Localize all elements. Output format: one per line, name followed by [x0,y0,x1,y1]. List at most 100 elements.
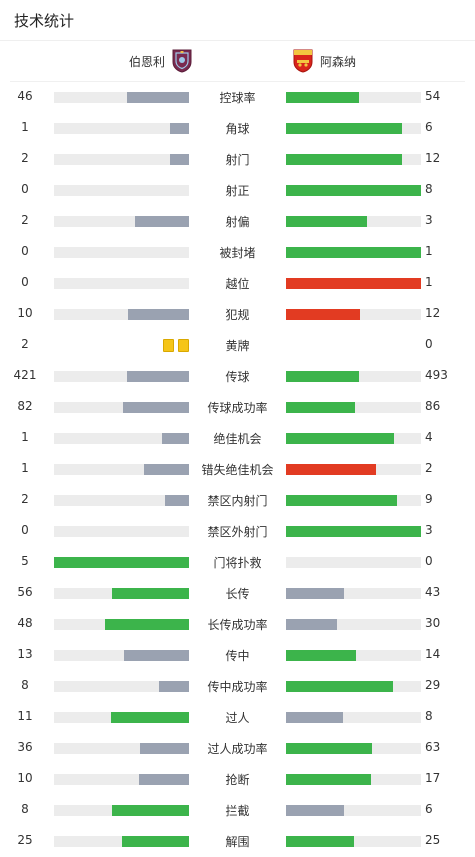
away-stat-bar-fill [286,805,345,816]
home-stat-value: 13 [17,647,33,661]
stat-label: 传中成功率 [207,680,268,694]
home-stat-value: 0 [21,244,29,258]
stat-label: 长传成功率 [207,618,268,632]
away-stat-value: 1 [425,275,433,289]
away-stat-bar-fill [286,402,355,413]
away-stat-value: 3 [425,213,433,227]
stat-label: 角球 [225,122,250,136]
away-stat-value: 54 [425,89,441,103]
stat-label: 门将扑救 [213,556,262,570]
home-stat-value: 25 [17,833,33,847]
yellow-card-icon [178,339,189,352]
home-stat-value: 8 [21,678,29,692]
home-stat-value: 48 [17,616,33,630]
home-stat-value: 2 [21,213,29,227]
stat-label: 过人成功率 [207,742,268,756]
home-stat-bar [54,92,189,103]
away-stat-value: 3 [425,523,433,537]
away-stat-bar-fill [286,495,397,506]
stat-row: 0 越位 1 [0,268,475,299]
stat-row: 10 犯规 12 [0,299,475,330]
away-stat-bar-fill [286,309,361,320]
stat-label: 长传 [225,587,250,601]
away-stat-bar [286,495,421,506]
stat-row: 11 过人 8 [0,702,475,733]
home-stat-value: 1 [21,120,29,134]
away-stat-bar [286,247,421,258]
away-stat-bar-fill [286,433,394,444]
away-stat-bar-fill [286,681,393,692]
stat-label: 射偏 [225,215,250,229]
away-stat-value: 30 [425,616,441,630]
stat-label: 被封堵 [219,246,256,260]
away-stat-bar-fill [286,123,403,134]
away-stat-value: 4 [425,430,433,444]
stat-label: 禁区外射门 [207,525,268,539]
home-stat-value: 8 [21,802,29,816]
away-stat-bar [286,619,421,630]
away-stat-bar-fill [286,278,421,289]
stat-label: 传球 [225,370,250,384]
home-stat-bar-fill [126,92,189,103]
stat-label: 射门 [225,153,250,167]
home-stat-bar [54,650,189,661]
away-stat-bar [286,371,421,382]
stat-row: 2 射门 12 [0,144,475,175]
home-stat-bar-fill [159,681,189,692]
away-stat-bar-fill [286,743,373,754]
stat-row: 46 控球率 54 [0,82,475,113]
away-stat-bar [286,216,421,227]
away-stat-bar [286,154,421,165]
away-stat-bar-fill [286,712,343,723]
away-stat-bar [286,526,421,537]
away-stat-bar [286,681,421,692]
away-stat-bar-fill [286,371,359,382]
stat-row: 25 解围 25 [0,826,475,857]
away-stat-bar [286,402,421,413]
burnley-crest-icon [171,49,193,73]
page-title: 技术统计 [14,12,75,30]
home-stat-bar [54,185,189,196]
away-stat-value: 9 [425,492,433,506]
home-stat-bar [54,433,189,444]
stat-row: 5 门将扑救 0 [0,547,475,578]
stat-row: 48 长传成功率 30 [0,609,475,640]
away-stat-bar-fill [286,154,403,165]
away-stat-value: 86 [425,399,441,413]
away-stat-value: 8 [425,709,433,723]
away-team[interactable]: 阿森纳 [292,49,356,73]
stat-row: 1 错失绝佳机会 2 [0,454,475,485]
home-stat-value: 5 [21,554,29,568]
stat-row: 2 射偏 3 [0,206,475,237]
away-stat-value: 12 [425,306,441,320]
stat-label: 黄牌 [225,339,250,353]
stat-row: 0 射正 8 [0,175,475,206]
away-stat-value: 8 [425,182,433,196]
stat-row: 0 禁区外射门 3 [0,516,475,547]
home-stat-bar-fill [170,154,189,165]
stats-list: 46 控球率 54 1 角球 6 2 射门 12 0 射正 8 2 射偏 3 0 被封堵 1 0 越位 1 10 犯规 12 2… [0,82,475,857]
home-yellow-cards [54,339,189,352]
home-stat-bar [54,123,189,134]
away-stat-bar-fill [286,185,421,196]
home-team[interactable]: 伯恩利 [129,49,193,73]
away-stat-bar [286,836,421,847]
home-stat-bar-fill [124,650,189,661]
home-stat-bar [54,619,189,630]
home-stat-bar [54,681,189,692]
stat-label: 控球率 [219,91,256,105]
away-stat-bar [286,309,421,320]
home-stat-value: 2 [21,337,29,351]
home-stat-bar-fill [54,557,189,568]
home-stat-bar [54,836,189,847]
away-stat-value: 2 [425,461,433,475]
home-stat-bar [54,774,189,785]
home-stat-value: 10 [17,306,33,320]
away-stat-value: 493 [425,368,448,382]
away-stat-bar-fill [286,774,372,785]
home-stat-value: 82 [17,399,33,413]
away-stat-bar [286,650,421,661]
stat-label: 犯规 [225,308,250,322]
stat-row: 8 拦截 6 [0,795,475,826]
stat-label: 解围 [225,835,250,849]
